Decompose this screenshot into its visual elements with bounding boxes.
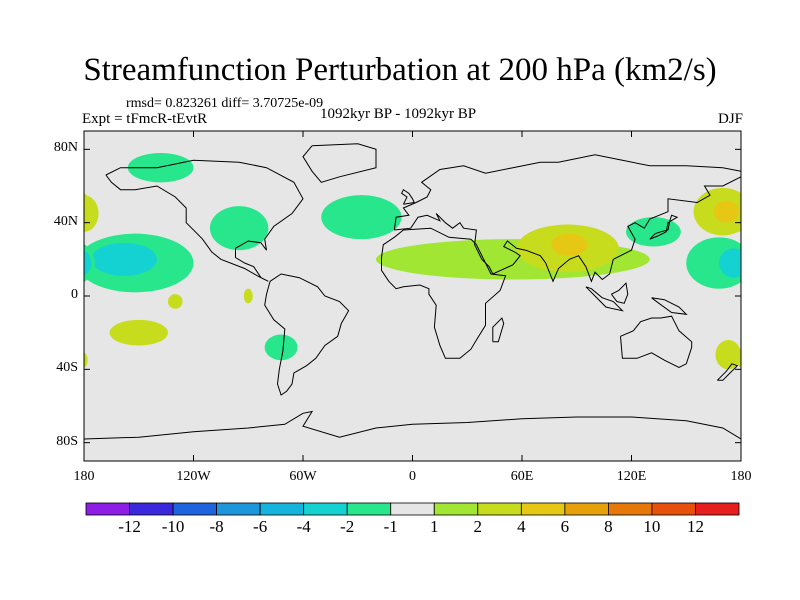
map-layer (0, 130, 800, 462)
anomaly-north-atlantic-negative (321, 195, 402, 240)
colorbar-swatch (433, 502, 479, 516)
anomaly-central-pacific-negative (686, 237, 741, 289)
colorbar-label: 4 (517, 517, 526, 536)
lon-tick-label: 0 (409, 469, 416, 484)
antarctica-coast (84, 410, 741, 440)
experiment-label: Expt = tFmcR-tEvtR (82, 111, 208, 127)
chart-title: Streamfunction Perturbation at 200 hPa (… (83, 52, 717, 88)
colorbar-label: -2 (340, 517, 355, 536)
anomaly-field (0, 153, 800, 370)
borneo-coast (611, 282, 629, 304)
colorbar (85, 502, 740, 516)
season-label: DJF (717, 111, 743, 127)
anomaly-tropical-pacific-positive-a (167, 294, 183, 309)
anomaly-central-pacific-core (719, 248, 741, 278)
eurasia-coast (393, 154, 741, 283)
colorbar-label: 6 (560, 517, 570, 536)
lat-tick-label: 80N (53, 140, 78, 156)
anomaly-asia-core (551, 233, 588, 256)
colorbar-swatch (695, 502, 740, 516)
stats-text: rmsd= 0.823261 diff= 3.70725e-09 (126, 96, 324, 111)
anomaly-central-pacific-core (84, 250, 92, 276)
coastlines (84, 143, 741, 440)
lon-tick-label: 60W (289, 469, 317, 484)
colorbar-swatch (520, 502, 566, 516)
colorbar-swatch (85, 502, 130, 516)
colorbar-swatch (608, 502, 653, 516)
lon-tick-label: 180 (73, 469, 95, 484)
lon-tick-label: 180 (730, 469, 752, 484)
colorbar-swatch (477, 502, 522, 516)
colorbar-swatch (346, 502, 392, 516)
anomaly-tropical-pacific-positive-b (109, 319, 168, 346)
anomaly-central-america-positive (243, 288, 253, 304)
anomaly-tropical-pacific-positive-b (767, 320, 800, 346)
map-background (84, 131, 741, 461)
anomaly-south-pacific-west-positive (737, 352, 741, 368)
colorbar-label: -1 (383, 517, 398, 536)
anomaly-east-asia-positive (84, 193, 95, 231)
colorbar-label: 1 (430, 517, 439, 536)
indonesia-coast (585, 286, 624, 312)
anomaly-north-canada-negative (785, 153, 800, 182)
australia-coast (620, 315, 693, 369)
greenland-coast (302, 143, 377, 183)
anomaly-west-pacific-negative (0, 217, 24, 246)
anomaly-north-pacific-core (748, 243, 800, 276)
south-america-coast (264, 273, 350, 396)
anomaly-south-america-negative (264, 334, 298, 361)
colorbar-swatch (216, 502, 261, 516)
colorbar-swatch (129, 502, 174, 516)
period-label: 1092kyr BP - 1092kyr BP (320, 106, 477, 122)
colorbar-label: -4 (296, 517, 311, 536)
anomaly-north-america-negative (209, 206, 269, 251)
lat-tick-label: 80S (56, 433, 78, 449)
new-guinea-coast (651, 297, 688, 315)
madagascar-coast (492, 317, 505, 343)
colorbar-swatch (303, 502, 348, 516)
colorbar-swatch (259, 502, 305, 516)
colorbar-label: 10 (643, 517, 661, 536)
lat-tick-label: 0 (71, 287, 78, 302)
colorbar-swatch (651, 502, 696, 516)
lat-tick-label: 40S (56, 360, 78, 376)
uk-coast (400, 188, 416, 205)
colorbar-swatch (390, 502, 435, 516)
anomaly-west-pacific-negative (626, 217, 681, 247)
colorbar-label: 2 (473, 517, 483, 536)
anomaly-north-pacific-core (91, 242, 157, 276)
lat-tick-label: 40N (53, 213, 78, 229)
anomaly-south-pacific-positive (715, 340, 741, 370)
anomaly-east-asia-core (713, 200, 740, 223)
colorbar-label: -10 (161, 517, 185, 536)
japan-coast (649, 214, 679, 240)
lon-tick-label: 60E (510, 469, 534, 484)
lon-tick-label: 120W (176, 469, 211, 484)
colorbar-label: -12 (118, 517, 141, 536)
colorbar-swatch (172, 502, 217, 516)
colorbar-label: -6 (253, 517, 268, 536)
africa-coast (381, 227, 507, 359)
new-zealand-coast (716, 363, 739, 381)
colorbar-swatch (564, 502, 609, 516)
colorbar-label: 12 (686, 517, 704, 536)
lon-tick-label: 120E (616, 469, 647, 484)
anomaly-north-pacific-negative (733, 248, 741, 278)
colorbar-label: -8 (209, 517, 224, 536)
north-america-coast (105, 159, 304, 282)
anomaly-south-pacific-west-positive (84, 352, 88, 368)
anomaly-north-canada-negative (127, 153, 194, 183)
colorbar-label: 8 (604, 517, 613, 536)
